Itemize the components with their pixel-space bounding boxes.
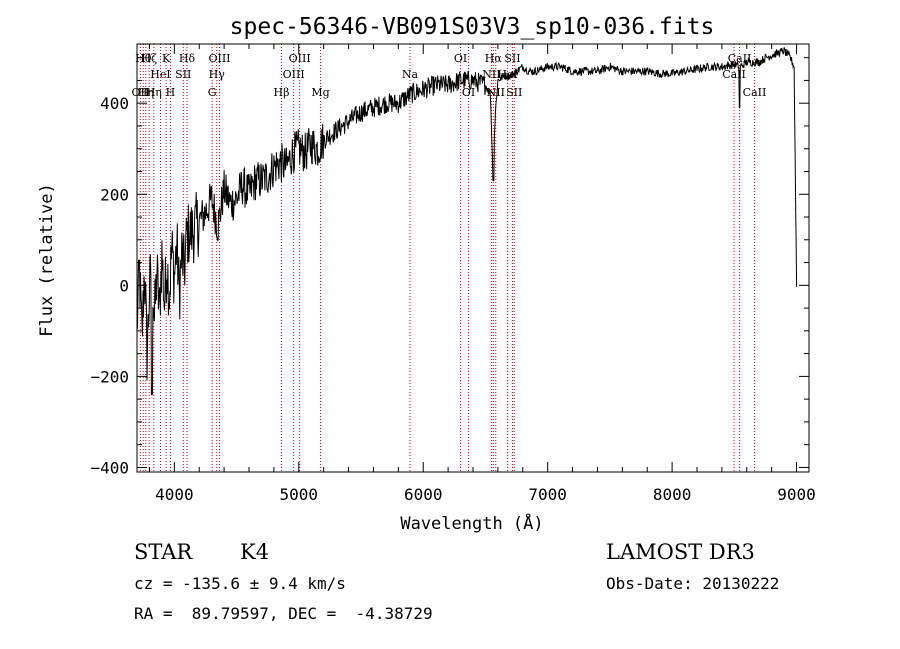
sky-coordinates: RA = 89.79597, DEC = -4.38729 <box>134 604 433 623</box>
line-marker-label: OI <box>454 52 467 65</box>
object-class: STAR <box>134 540 193 564</box>
line-marker-label: Hζ <box>141 52 157 65</box>
line-marker-label: Hβ <box>274 86 290 99</box>
line-marker-label: H <box>166 86 176 99</box>
survey-name: LAMOST DR3 <box>606 540 755 564</box>
object-subclass: K4 <box>240 540 270 564</box>
line-marker-label: HeI <box>150 68 170 81</box>
y-tick-label: 400 <box>100 94 129 113</box>
y-tick-label: −200 <box>90 367 129 386</box>
x-tick-label: 8000 <box>653 485 692 504</box>
spectrum-chart: spec-56346-VB091S03V3_sp10-036.fits OIIH… <box>37 14 816 534</box>
line-marker-label: SII <box>175 68 191 81</box>
line-marker-label: Hδ <box>179 52 196 65</box>
line-marker-label: OIII <box>283 68 305 81</box>
y-tick-label: 0 <box>119 276 129 295</box>
line-marker-label: Hη <box>146 86 162 99</box>
line-marker-label: Hα <box>485 52 503 65</box>
redshift-value: cz = -135.6 ± 9.4 km/s <box>134 574 346 593</box>
line-marker-label: OI <box>462 86 475 99</box>
line-marker-label: Hθ <box>135 52 152 65</box>
line-marker-label: G <box>208 86 217 99</box>
x-tick-label: 4000 <box>155 485 194 504</box>
observation-date: Obs-Date: 20130222 <box>606 574 780 593</box>
x-axis-label: Wavelength (Å) <box>400 512 543 534</box>
y-tick-label: −400 <box>90 458 129 477</box>
y-tick-label: 200 <box>100 185 129 204</box>
x-axis-ticks: 4000 5000 6000 7000 8000 9000 <box>148 44 816 504</box>
line-marker-label: Hγ <box>209 68 226 81</box>
line-marker-label: Hη <box>138 86 154 99</box>
line-marker-label: SII <box>504 52 520 65</box>
x-tick-label: 5000 <box>280 485 319 504</box>
line-marker-label: OIII <box>289 52 311 65</box>
line-marker-label: Na <box>402 68 419 81</box>
x-tick-label: 9000 <box>777 485 816 504</box>
emission-line-markers <box>139 44 755 472</box>
y-axis-ticks: −400 −200 0 200 400 <box>90 57 809 477</box>
line-marker-label: Mg <box>311 86 329 99</box>
x-tick-label: 7000 <box>528 485 567 504</box>
line-marker-label: NII <box>482 68 500 81</box>
emission-line-labels: OII Hθ Hη Hζ Hη HeI K H SII Hδ G Hγ OIII Hβ OIII OIII Mg… <box>132 52 767 99</box>
flux-series-line <box>136 47 798 396</box>
line-marker-label: OII <box>132 86 150 99</box>
plot-frame <box>136 43 810 473</box>
chart-title: spec-56346-VB091S03V3_sp10-036.fits <box>230 14 715 40</box>
line-marker-label: OIII <box>208 52 230 65</box>
x-tick-label: 6000 <box>404 485 443 504</box>
line-marker-label: K <box>162 52 171 65</box>
line-marker-label: SII <box>506 86 522 99</box>
line-marker-label: NII <box>487 86 505 99</box>
line-marker-label: CaII <box>722 68 746 81</box>
line-marker-label: CaII <box>743 86 767 99</box>
y-axis-label: Flux (relative) <box>37 183 57 337</box>
